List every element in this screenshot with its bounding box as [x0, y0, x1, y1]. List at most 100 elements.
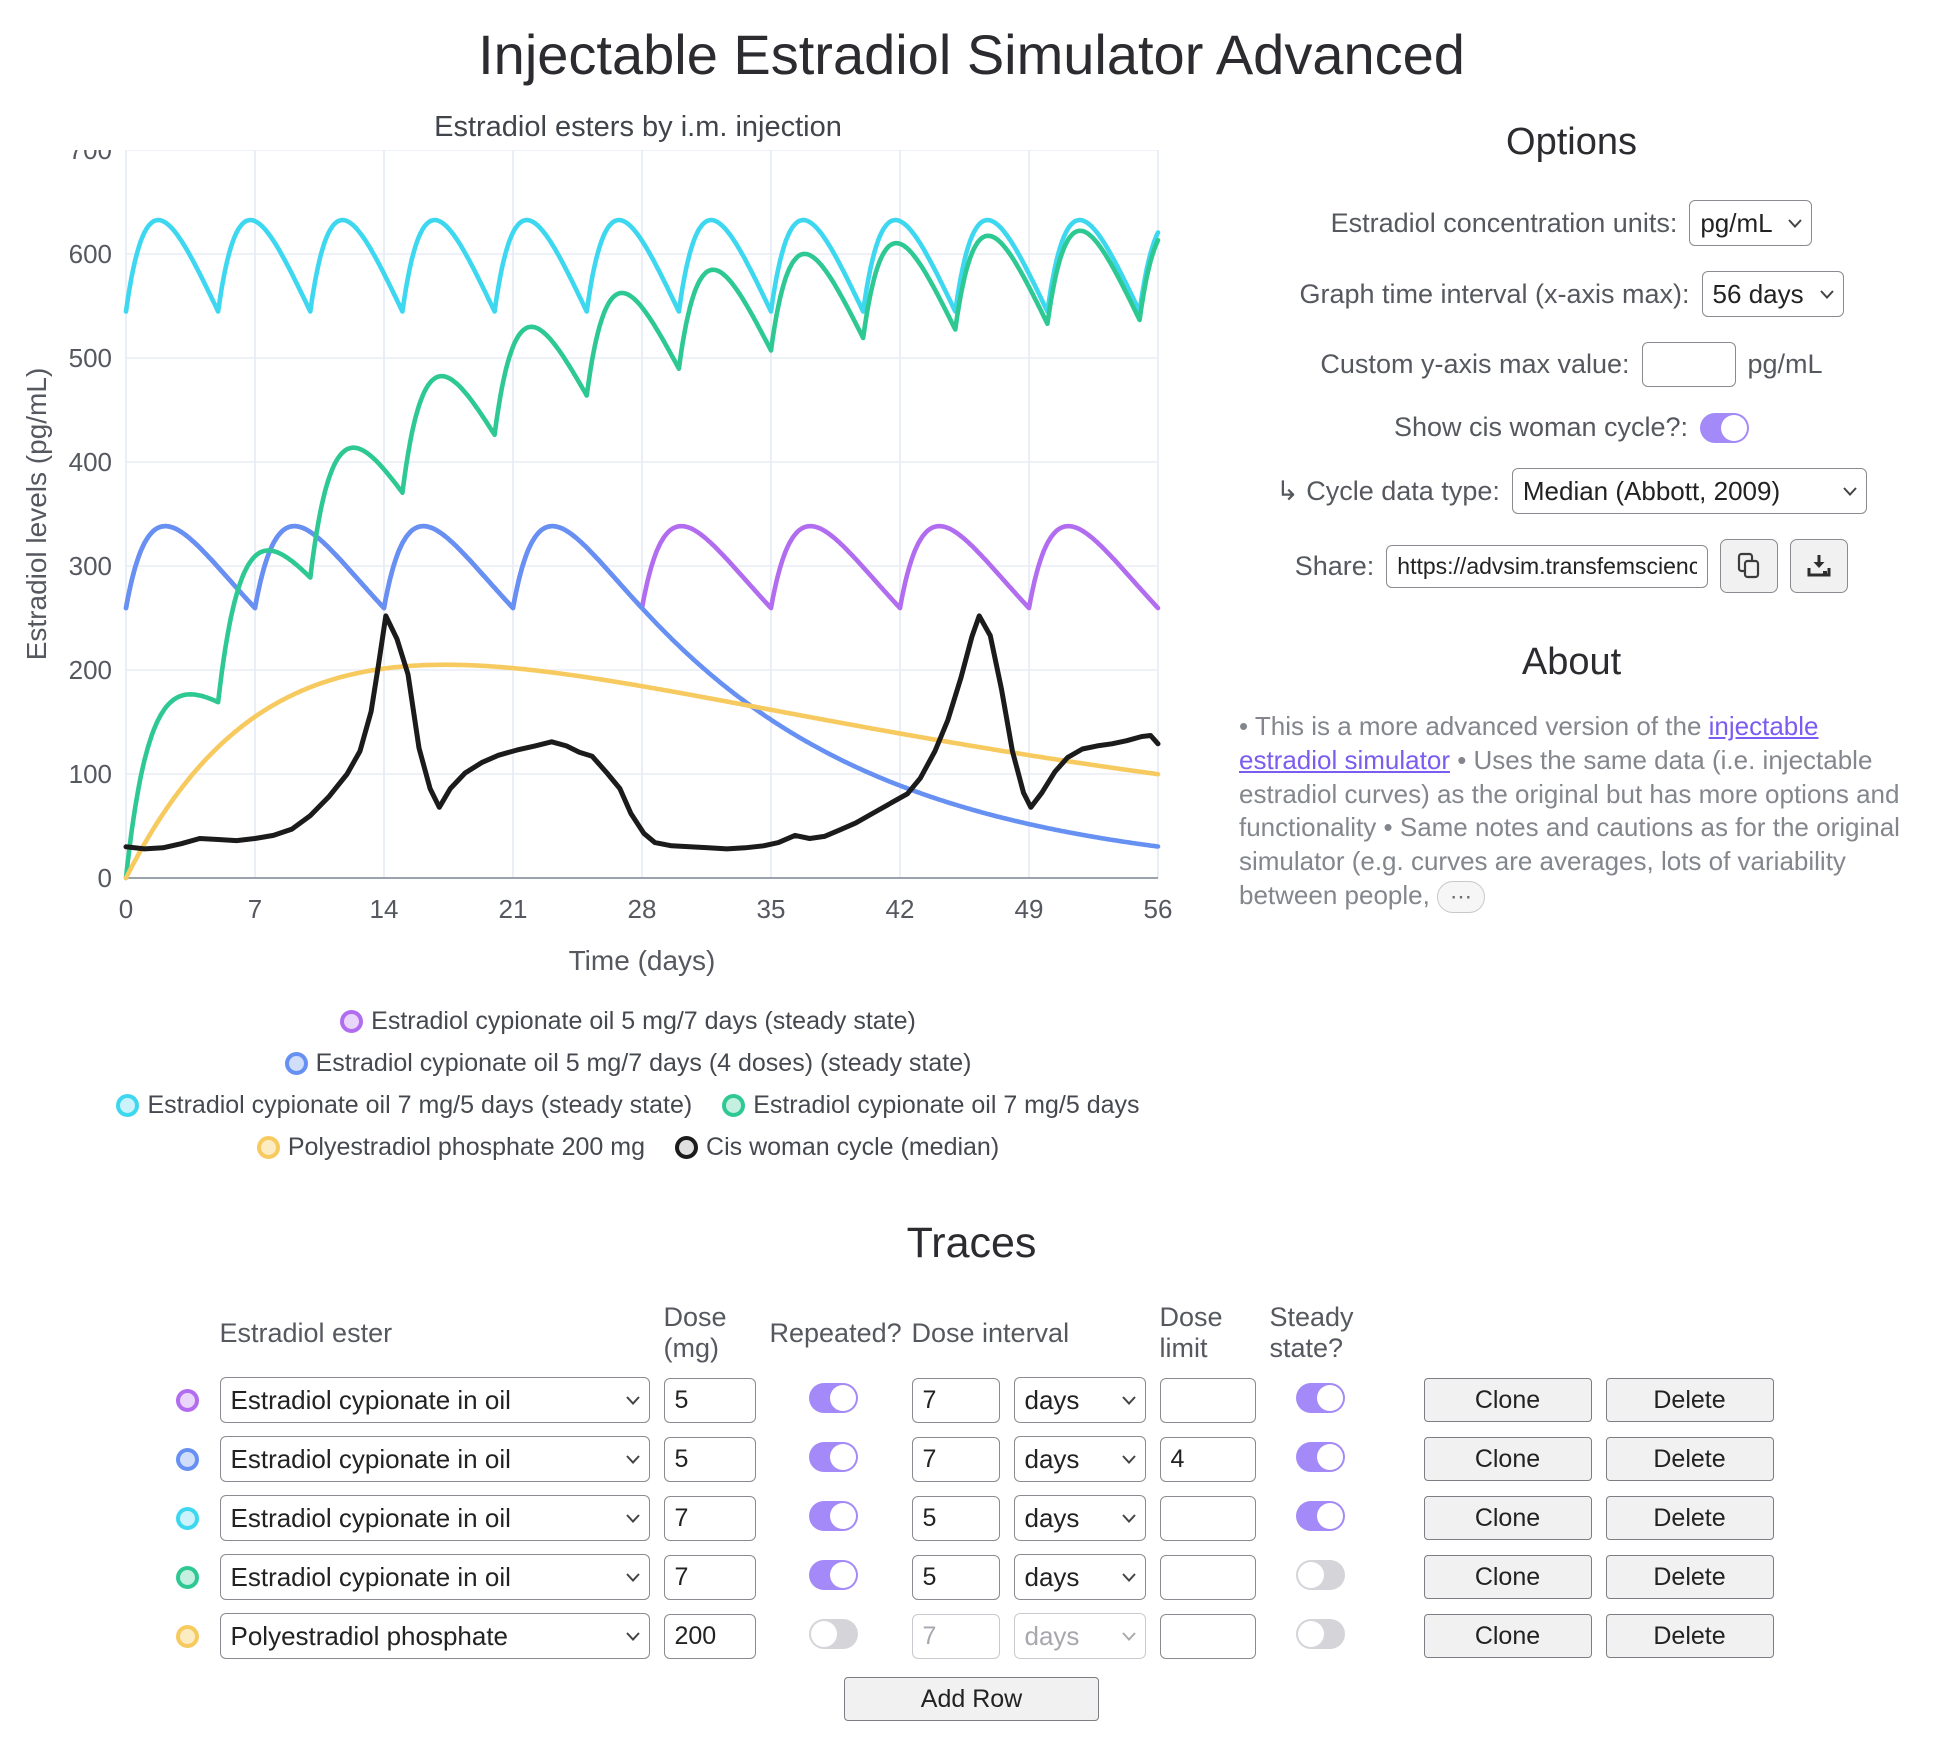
- legend-item[interactable]: Estradiol cypionate oil 7 mg/5 days: [722, 1091, 1140, 1120]
- dose-input[interactable]: [663, 1436, 756, 1482]
- toggle-knob: [811, 1620, 837, 1647]
- legend-label: Cis woman cycle (median): [706, 1133, 1000, 1161]
- legend-label: Estradiol cypionate oil 7 mg/5 days: [753, 1091, 1140, 1119]
- options-panel: Options Estradiol concentration units: p…: [1198, 93, 1925, 914]
- steady-state-toggle[interactable]: [1295, 1618, 1345, 1649]
- ester-select[interactable]: Estradiol cypionate in oil: [219, 1377, 650, 1423]
- ymax-input[interactable]: [1641, 342, 1736, 387]
- dose-interval-input[interactable]: [911, 1436, 1000, 1482]
- x-axis-tick-labels: 0 7 14 21 28 35 42 49 56: [119, 894, 1173, 924]
- ester-select-wrap: Estradiol cypionate in oil: [219, 1495, 650, 1541]
- repeated-toggle[interactable]: [809, 1618, 858, 1649]
- dose-limit-cell: [1159, 1377, 1256, 1423]
- ester-select[interactable]: Estradiol cypionate in oil: [219, 1495, 650, 1541]
- chart-legend: Estradiol cypionate oil 5 mg/7 days (ste…: [18, 1007, 1198, 1162]
- legend-label: Polyestradiol phosphate 200 mg: [287, 1133, 646, 1161]
- dose-interval-input[interactable]: [911, 1495, 1000, 1541]
- column-header: Steady state?: [1269, 1302, 1354, 1363]
- clone-button[interactable]: Clone: [1423, 1437, 1592, 1481]
- repeated-toggle[interactable]: [809, 1500, 858, 1531]
- copy-link-button[interactable]: [1720, 539, 1779, 593]
- about-text: • This is a more advanced version of the…: [1239, 710, 1904, 914]
- interval-unit-wrap: days: [1013, 1436, 1146, 1482]
- about-text-start: • This is a more advanced version of the: [1239, 711, 1709, 741]
- steady-state-toggle[interactable]: [1295, 1559, 1345, 1590]
- legend-item[interactable]: Cis woman cycle (median): [675, 1133, 999, 1162]
- cycle-type-select[interactable]: Median (Abbott, 2009): [1511, 468, 1867, 514]
- dose-interval-unit-select[interactable]: days: [1013, 1436, 1146, 1482]
- show-cycle-toggle[interactable]: [1700, 412, 1750, 443]
- dose-interval-unit-select[interactable]: days: [1013, 1377, 1146, 1423]
- dose-input[interactable]: [663, 1495, 756, 1541]
- clone-button[interactable]: Clone: [1423, 1614, 1592, 1658]
- toggle-knob: [830, 1443, 856, 1470]
- chart-plot: 0 100 200 300 400 500 600 700 0 7 14 21 28 35 42 49 56 Ti…: [21, 135, 1173, 976]
- steady-state-toggle[interactable]: [1295, 1500, 1345, 1531]
- legend-marker-icon: [116, 1094, 140, 1117]
- legend-item[interactable]: Estradiol cypionate oil 5 mg/7 days (ste…: [340, 1007, 916, 1036]
- repeated-toggle[interactable]: [809, 1441, 858, 1472]
- toggle-knob: [830, 1384, 856, 1411]
- dose-limit-input[interactable]: [1159, 1495, 1256, 1541]
- share-url-input[interactable]: [1386, 544, 1709, 588]
- interval-cell: [911, 1554, 1000, 1600]
- dose-cell: [663, 1613, 756, 1659]
- toggle-knob: [1297, 1561, 1324, 1588]
- legend-row: Polyestradiol phosphate 200 mg Cis woman …: [58, 1133, 1198, 1162]
- dose-limit-input[interactable]: [1159, 1377, 1256, 1423]
- units-select[interactable]: pg/mL: [1689, 200, 1813, 246]
- page-title: Injectable Estradiol Simulator Advanced: [478, 23, 1465, 86]
- dose-limit-input[interactable]: [1159, 1436, 1256, 1482]
- ester-select[interactable]: Estradiol cypionate in oil: [219, 1436, 650, 1482]
- dose-input[interactable]: [663, 1613, 756, 1659]
- clone-button[interactable]: Clone: [1423, 1378, 1592, 1422]
- legend-item[interactable]: Polyestradiol phosphate 200 mg: [256, 1133, 646, 1162]
- dose-input[interactable]: [663, 1554, 756, 1600]
- repeated-toggle[interactable]: [809, 1382, 858, 1413]
- dose-limit-input[interactable]: [1159, 1554, 1256, 1600]
- steady-state-toggle[interactable]: [1295, 1441, 1345, 1472]
- clone-cell: Clone: [1423, 1555, 1592, 1599]
- time-interval-label: Graph time interval (x-axis max):: [1299, 278, 1690, 309]
- delete-button[interactable]: Delete: [1605, 1614, 1774, 1658]
- ester-select[interactable]: Estradiol cypionate in oil: [219, 1554, 650, 1600]
- delete-cell: Delete: [1605, 1378, 1774, 1422]
- dose-interval-unit-select[interactable]: days: [1013, 1554, 1146, 1600]
- delete-button[interactable]: Delete: [1605, 1378, 1774, 1422]
- dose-interval-unit-select[interactable]: days: [1013, 1495, 1146, 1541]
- dose-interval-input[interactable]: [911, 1377, 1000, 1423]
- clone-button[interactable]: Clone: [1423, 1496, 1592, 1540]
- repeated-cell: [809, 1441, 858, 1477]
- dose-interval-input[interactable]: [911, 1613, 1000, 1659]
- dose-input[interactable]: [663, 1377, 756, 1423]
- dose-interval-input[interactable]: [911, 1554, 1000, 1600]
- ester-select[interactable]: Polyestradiol phosphate: [219, 1613, 650, 1659]
- dose-interval-unit-select[interactable]: days: [1013, 1613, 1146, 1659]
- column-header: Dose interval: [911, 1317, 1070, 1348]
- dose-limit-cell: [1159, 1436, 1256, 1482]
- expand-about-button[interactable]: ⋯: [1437, 881, 1486, 914]
- traces-heading: Traces: [906, 1219, 1037, 1267]
- delete-cell: Delete: [1605, 1614, 1774, 1658]
- y-tick-label: 500: [69, 343, 112, 373]
- add-row-button[interactable]: Add Row: [844, 1677, 1099, 1721]
- steady-state-toggle[interactable]: [1295, 1382, 1345, 1413]
- delete-button[interactable]: Delete: [1605, 1496, 1774, 1540]
- clone-button[interactable]: Clone: [1423, 1555, 1592, 1599]
- time-interval-select[interactable]: 56 days: [1701, 271, 1844, 317]
- legend-marker-icon: [675, 1136, 699, 1159]
- column-header: Dose (mg): [663, 1302, 727, 1363]
- original-simulator-link[interactable]: injectable estradiol simulator: [1239, 711, 1819, 775]
- download-button[interactable]: [1790, 539, 1849, 593]
- dose-limit-input[interactable]: [1159, 1613, 1256, 1659]
- delete-button[interactable]: Delete: [1605, 1555, 1774, 1599]
- series-line-5: [123, 613, 1161, 852]
- repeated-toggle[interactable]: [809, 1559, 858, 1590]
- legend-row: Estradiol cypionate oil 5 mg/7 days (4 d…: [58, 1049, 1198, 1078]
- delete-button[interactable]: Delete: [1605, 1437, 1774, 1481]
- legend-item[interactable]: Estradiol cypionate oil 5 mg/7 days (4 d…: [284, 1049, 971, 1078]
- time-interval-select-wrap: 56 days: [1701, 271, 1844, 317]
- y-axis-tick-labels: 0 100 200 300 400 500 600 700: [69, 135, 112, 893]
- legend-item[interactable]: Estradiol cypionate oil 7 mg/5 days (ste…: [116, 1091, 692, 1120]
- clone-cell: Clone: [1423, 1437, 1592, 1481]
